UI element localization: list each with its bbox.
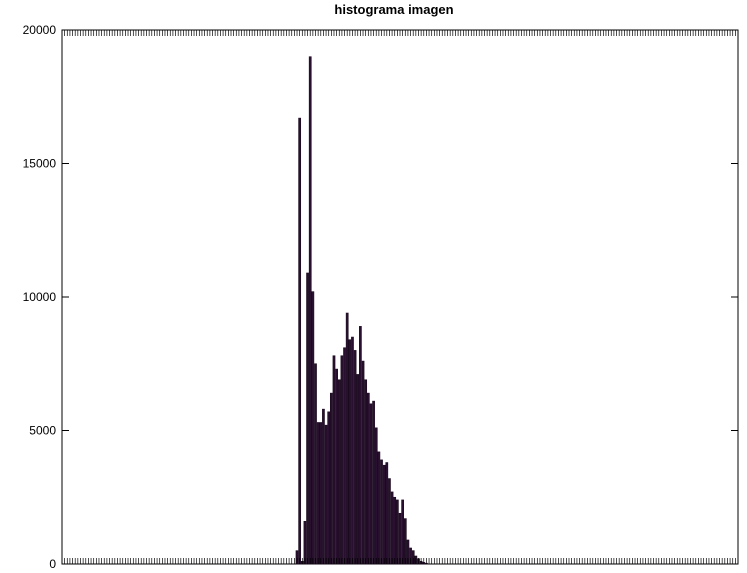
histogram-bar	[401, 499, 404, 565]
histogram-bar	[348, 339, 352, 565]
histogram-bar	[361, 360, 365, 565]
histogram-bar	[322, 408, 325, 565]
histogram-bar	[345, 312, 349, 565]
histogram-bar	[359, 326, 362, 565]
histogram-bar	[356, 374, 360, 565]
histogram-bar	[372, 400, 375, 565]
histogram-bar	[390, 491, 394, 565]
histogram-bar	[385, 462, 389, 565]
y-tick-label: 0	[49, 557, 56, 571]
histogram-bar	[382, 464, 386, 565]
histogram-bar	[364, 379, 368, 565]
histogram-bar	[319, 422, 323, 565]
histogram-bar	[393, 496, 397, 565]
histogram-bar	[380, 459, 383, 565]
histogram-bar	[329, 392, 333, 565]
histogram-bar	[298, 117, 302, 565]
histogram-bar	[343, 347, 346, 565]
histogram-bar	[398, 512, 402, 565]
histogram-bar	[303, 520, 307, 565]
histogram-bar	[311, 291, 315, 565]
histogram-bar	[306, 272, 309, 565]
histogram-bar	[353, 350, 357, 565]
histogram-bar	[395, 499, 399, 565]
y-tick-label: 15000	[23, 157, 57, 171]
histogram-bar	[332, 355, 336, 565]
histogram-bar	[374, 427, 378, 565]
histogram-bar	[324, 424, 328, 565]
histogram-bar	[377, 451, 381, 565]
x-ticks-group	[61, 30, 739, 564]
histogram-bar	[388, 478, 391, 565]
y-tick-label: 20000	[23, 23, 57, 37]
histogram-bar	[340, 355, 344, 565]
histogram-bar	[335, 368, 338, 565]
plot-frame	[61, 29, 739, 565]
histogram-bar	[369, 403, 373, 565]
histogram-bar	[351, 336, 354, 565]
histogram-bar	[308, 56, 312, 565]
histogram-bar	[366, 392, 370, 565]
chart-title: histograma imagen	[334, 2, 453, 17]
histogram-bar	[314, 363, 317, 565]
histogram-bar	[316, 422, 320, 565]
bars-group	[295, 56, 428, 565]
y-ticks-group: 0 5000 10000 15000 20000	[23, 23, 738, 571]
histogram-bar	[337, 379, 341, 565]
histogram-bar	[403, 518, 407, 565]
y-tick-label: 10000	[23, 290, 57, 304]
y-tick-label: 5000	[29, 424, 56, 438]
histogram-bar	[327, 411, 331, 565]
